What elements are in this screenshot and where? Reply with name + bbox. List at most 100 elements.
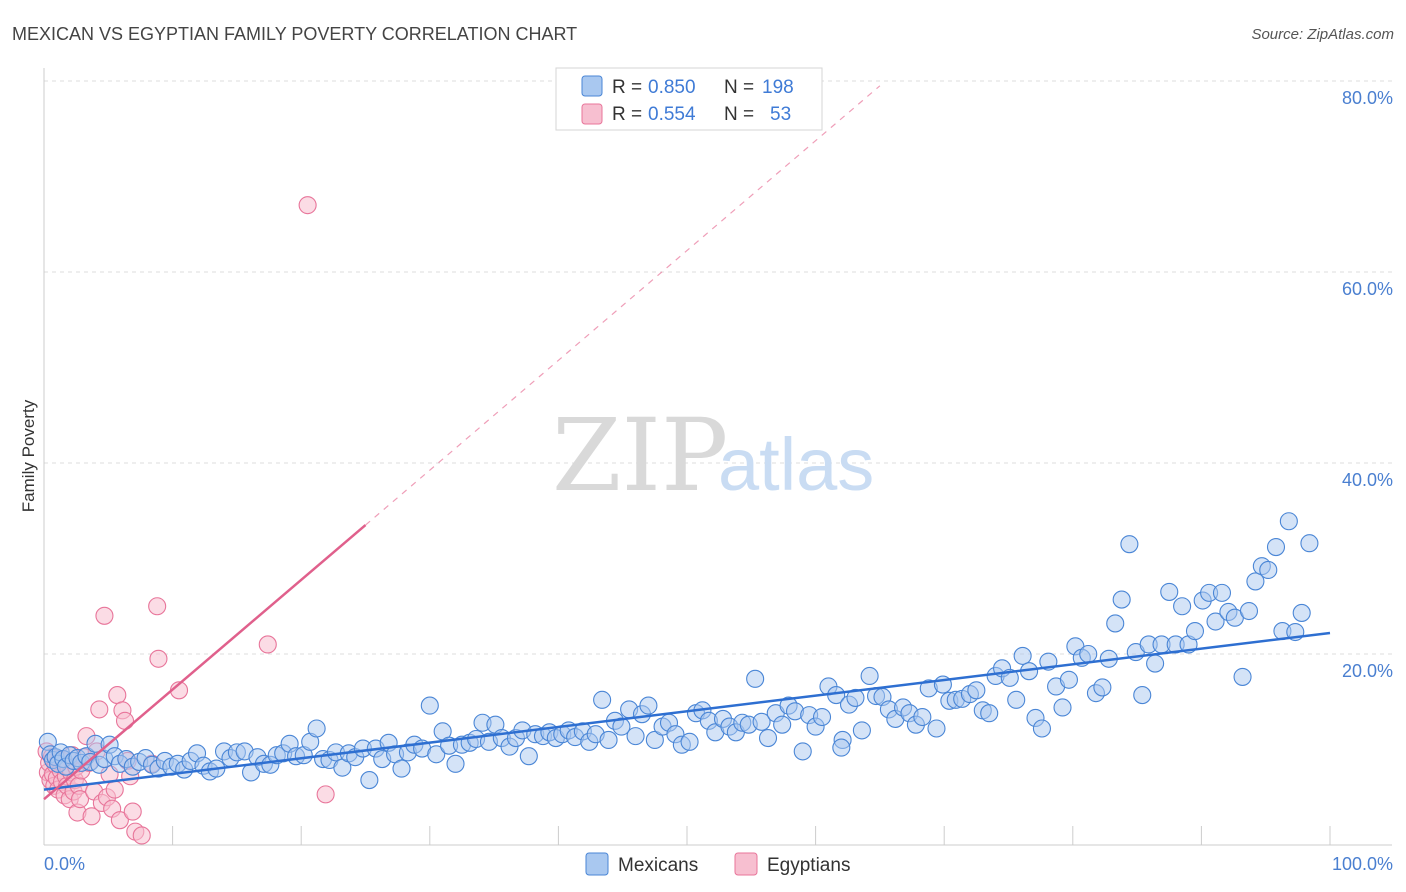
legend-r-label-egyptians: R = [612,104,642,125]
egyptians-point [105,780,124,799]
bottom-legend-swatch-mexicans [585,852,609,876]
y-tick-labels: 20.0% 40.0% 60.0% 80.0% [1342,88,1393,681]
correlation-legend: R = 0.850 N = 198 R = 0.554 N = 53 [555,67,823,131]
mexicans-point [645,730,664,750]
legend-n-value-egyptians: 53 [770,104,791,125]
legend-n-label-mexicans: N = [724,77,754,98]
mexicans-point [1212,583,1232,602]
mexicans-point [967,681,986,700]
mexicans-point [1185,622,1205,641]
legend-r-value-egyptians: 0.554 [648,104,696,125]
egyptians-point [90,700,109,719]
egyptians-point [149,649,168,668]
mexicans-point [793,742,812,761]
bottom-legend-swatch-egyptians [734,852,758,876]
egyptians-point [132,826,151,845]
axes [43,68,1392,846]
mexicans-point [1093,678,1112,697]
mexicans-point [680,732,699,751]
egyptians-point [70,790,90,809]
mexicans-point [446,754,465,773]
mexicans-point [1120,535,1139,554]
mexicans-point [420,696,439,715]
mexicans-point [927,719,946,738]
y-tick-label: 20.0% [1342,661,1393,681]
mexicans-point [307,719,326,738]
trend-lines [43,85,1331,801]
egyptians-point [123,802,142,821]
mexicans-point [639,696,658,715]
egyptians-point [298,196,317,215]
mexicans-point [1032,719,1051,738]
mexicans-point [1266,537,1286,557]
mexicans-point [752,712,771,731]
egyptians-trend-extension [365,85,881,526]
egyptians-trend-line [43,524,367,801]
egyptians-point [108,686,127,705]
mexicans-point [846,688,865,707]
egyptians-point [148,597,167,616]
mexicans-point [746,669,765,688]
mexicans-point [593,690,612,709]
mexicans-point [1233,667,1252,686]
mexicans-point [832,738,851,757]
mexicans-point [1112,590,1131,609]
gridlines [44,80,1392,655]
mexicans-point [626,727,645,746]
bottom-legend-label-egyptians: Egyptians [767,855,850,876]
mexicans-point [913,707,932,727]
mexicans-point [1133,686,1152,705]
mexicans-point [1106,614,1125,633]
watermark-zip: ZIP [552,397,728,514]
egyptians-point [316,785,335,804]
mexicans-point [812,707,832,727]
mexicans-point [1146,654,1165,673]
mexicans-point [1053,698,1072,717]
legend-n-value-mexicans: 198 [762,77,794,98]
egyptians-point [258,635,277,654]
mexicans-trend-line [43,631,1331,791]
series-legend: Mexicans Egyptians [585,852,850,876]
mexicans-point [1279,512,1298,531]
x-tick-label: 100.0% [1332,854,1393,874]
mexicans-points [38,512,1319,790]
mexicans-point [773,715,792,734]
mexicans-point [758,728,778,748]
x-tick-labels: 0.0% 100.0% [44,854,1393,874]
y-axis-label: Family Poverty [19,399,38,512]
mexicans-point [1300,534,1319,553]
legend-r-label-mexicans: R = [612,77,642,98]
egyptians-point [95,606,114,625]
y-tick-label: 40.0% [1342,470,1393,490]
mexicans-point [1292,603,1311,622]
mexicans-point [852,721,871,740]
y-tick-label: 80.0% [1342,88,1393,108]
mexicans-point [519,747,538,766]
y-tick-label: 60.0% [1342,279,1393,299]
legend-swatch-egyptians [581,103,603,125]
mexicans-point [1259,560,1278,580]
mexicans-point [1160,582,1179,601]
bottom-legend-label-mexicans: Mexicans [618,855,698,876]
mexicans-point [1246,572,1265,591]
chart-title: MEXICAN VS EGYPTIAN FAMILY POVERTY CORRE… [12,24,577,44]
mexicans-point [1007,690,1026,709]
mexicans-point [1079,644,1098,664]
mexicans-point [360,771,379,790]
mexicans-point [392,759,411,778]
chart-source: Source: ZipAtlas.com [1251,26,1394,43]
mexicans-point [1239,601,1259,621]
legend-r-value-mexicans: 0.850 [648,77,696,98]
mexicans-point [980,704,999,723]
watermark: ZIP atlas [552,397,874,514]
egyptians-point [115,711,135,730]
egyptians-point [110,811,129,830]
mexicans-point [860,666,879,686]
watermark-atlas: atlas [718,423,874,506]
mexicans-point [1173,597,1192,616]
mexicans-point [1206,612,1225,631]
legend-n-label-egyptians: N = [724,104,754,125]
mexicans-point [1059,670,1078,689]
legend-swatch-mexicans [581,75,603,97]
